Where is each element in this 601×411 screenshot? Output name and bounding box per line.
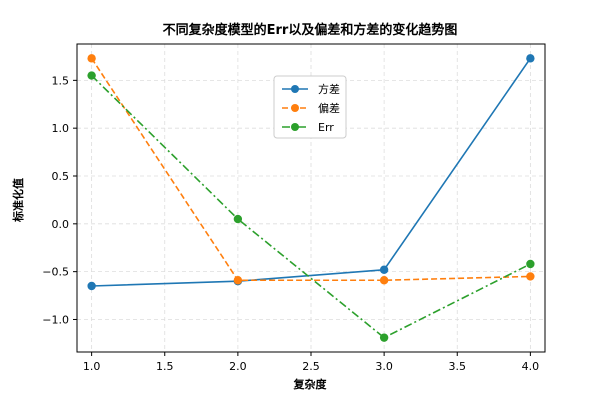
series-1 [87,54,535,285]
series-2 [87,71,535,342]
y-axis-label: 标准化值 [11,178,25,223]
legend-swatch-marker [291,123,299,131]
y-tick-label: 0.5 [52,170,70,183]
data-point [526,272,535,281]
data-point [526,54,535,63]
series-layer [87,54,535,342]
data-point [87,54,96,63]
data-point [526,259,535,269]
x-tick-label: 2.0 [229,360,247,373]
data-point [233,214,243,224]
data-point [379,265,389,274]
data-point [87,281,96,291]
x-axis-label: 复杂度 [293,377,328,391]
legend-swatch-marker [291,85,299,93]
x-tick-label: 1.5 [156,360,174,373]
x-tick-label: 2.5 [302,360,320,373]
y-axis-ticks: −1.0 −0.5 0.0 0.5 1.0 1.5 [42,74,77,326]
x-tick-label: 3.5 [449,360,467,373]
y-tick-label: −0.5 [42,266,69,279]
y-tick-label: 1.5 [52,74,70,87]
data-point [379,276,389,285]
series-line [90,57,531,282]
data-point [233,276,243,285]
x-tick-label: 4.0 [522,360,540,373]
x-tick-label: 3.0 [375,360,393,373]
y-tick-label: 0.0 [52,218,70,231]
legend-entry-label: Err [318,121,334,134]
series-line [91,74,531,339]
y-tick-label: 1.0 [52,122,70,135]
watermark-csdn: CSDN @AI Studio [495,390,590,403]
legend-swatch-marker [291,104,299,112]
y-tick-label: −1.0 [42,313,69,326]
data-point [87,71,96,80]
x-tick-label: 1.0 [83,360,101,373]
chart-title: 不同复杂度模型的Err以及偏差和方差的变化趋势图 [163,22,458,38]
x-axis-ticks: 1.0 1.5 2.0 2.5 3.0 3.5 4.0 [83,352,539,373]
series-line [91,57,532,287]
legend-entry-label: 偏差 [318,101,340,115]
data-point [379,333,389,342]
legend-entry-label: 方差 [318,82,340,96]
watermark-zhihu: 知乎 @快速实现AI想法 [456,374,590,390]
